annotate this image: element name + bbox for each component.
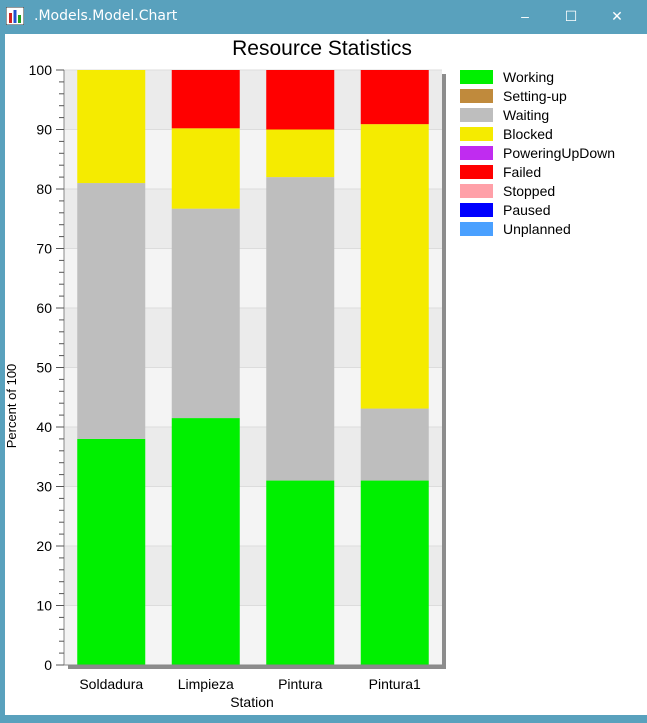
x-tick-label: Limpieza xyxy=(178,676,234,692)
maximize-button[interactable]: ☐ xyxy=(564,8,578,24)
bar-segment-waiting xyxy=(266,177,335,481)
y-tick-label: 10 xyxy=(36,598,52,614)
bar-segment-blocked xyxy=(266,129,335,178)
y-tick-label: 40 xyxy=(36,419,52,435)
legend-swatch-stopped xyxy=(460,184,493,198)
x-axis-label: Station xyxy=(230,694,274,710)
window-bottom-border xyxy=(0,715,647,723)
legend-label-waiting: Waiting xyxy=(503,107,549,123)
legend-swatch-blocked xyxy=(460,127,493,141)
bar-segment-blocked xyxy=(360,124,429,409)
y-tick-label: 0 xyxy=(44,657,52,673)
plot-area: Soldadura Limpieza Pintura Pintura1 0 10 20 30 4… xyxy=(29,62,446,692)
bar-segment-working xyxy=(77,438,146,665)
legend-swatch-failed xyxy=(460,165,493,179)
x-tick-label: Pintura xyxy=(278,676,323,692)
legend-label-poweringupdown: PoweringUpDown xyxy=(503,145,615,161)
window-title: .Models.Model.Chart xyxy=(34,8,178,24)
bar-segment-waiting xyxy=(171,208,240,419)
legend-swatch-waiting xyxy=(460,108,493,122)
legend-swatch-poweringupdown xyxy=(460,146,493,160)
legend-swatch-setting-up xyxy=(460,89,493,103)
y-tick-label: 90 xyxy=(36,122,52,138)
legend-label-working: Working xyxy=(503,69,554,85)
legend-swatch-working xyxy=(460,70,493,84)
y-tick-label: 30 xyxy=(36,479,52,495)
resource-statistics-chart: Resource Statistics Percent of 100 Stati… xyxy=(4,37,615,710)
bar-segment-failed xyxy=(171,70,240,129)
legend: Working Setting-up Waiting Blocked PoweringU… xyxy=(460,69,615,237)
legend-swatch-paused xyxy=(460,203,493,217)
legend-label-failed: Failed xyxy=(503,164,541,180)
legend-swatch-unplanned xyxy=(460,222,493,236)
y-tick-label: 80 xyxy=(36,181,52,197)
legend-label-blocked: Blocked xyxy=(503,126,553,142)
y-tick-label: 20 xyxy=(36,538,52,554)
minimize-button[interactable]: – xyxy=(521,8,529,24)
chart-client-area: Resource Statistics Percent of 100 Stati… xyxy=(4,34,640,715)
bar-segment-failed xyxy=(266,70,335,130)
y-axis-label: Percent of 100 xyxy=(5,364,19,449)
y-tick-label: 100 xyxy=(29,62,53,78)
window-right-edge xyxy=(640,34,647,715)
y-tick-label: 50 xyxy=(36,360,52,376)
bar-segment-working xyxy=(266,480,335,665)
legend-label-paused: Paused xyxy=(503,202,550,218)
chart-app-icon xyxy=(6,7,24,25)
y-tick-label: 60 xyxy=(36,300,52,316)
bar-segment-working xyxy=(171,418,240,665)
legend-label-unplanned: Unplanned xyxy=(503,221,571,237)
legend-label-stopped: Stopped xyxy=(503,183,555,199)
x-tick-label: Pintura1 xyxy=(369,676,421,692)
legend-label-setting-up: Setting-up xyxy=(503,88,567,104)
y-tick-label: 70 xyxy=(36,241,52,257)
bar-segment-blocked xyxy=(77,70,146,184)
title-bar[interactable]: .Models.Model.Chart – ☐ ✕ xyxy=(0,0,647,34)
bar-segment-failed xyxy=(360,70,429,125)
bar-segment-working xyxy=(360,480,429,665)
bar-segment-waiting xyxy=(360,408,429,481)
bar-segment-blocked xyxy=(171,128,240,209)
close-button[interactable]: ✕ xyxy=(611,8,623,24)
chart-title: Resource Statistics xyxy=(232,37,412,60)
x-tick-label: Soldadura xyxy=(79,676,143,692)
bar-segment-waiting xyxy=(77,183,146,439)
